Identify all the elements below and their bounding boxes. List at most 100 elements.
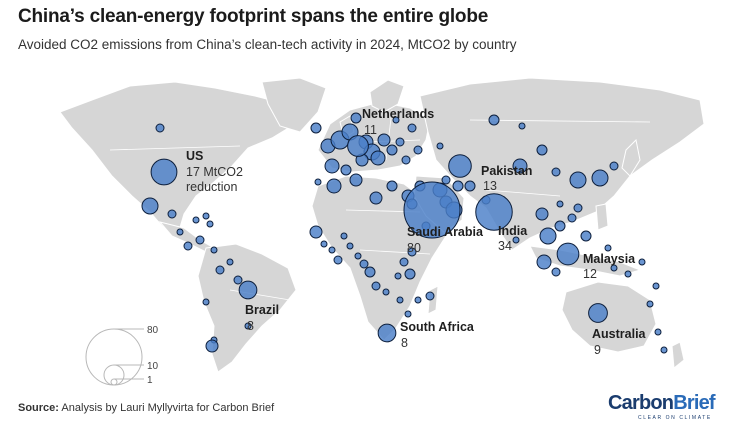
bubble-country-2 — [310, 122, 322, 134]
legend-label-1: 1 — [147, 375, 153, 386]
label-australia-name: Australia — [592, 327, 647, 341]
bubble-country-44 — [233, 275, 243, 285]
bubble-india — [475, 193, 513, 231]
bubble-malaysia — [556, 242, 580, 266]
bubble-country-38 — [206, 220, 214, 228]
label-netherlands-name: Netherlands — [362, 107, 434, 121]
logo-word-brief: Brief — [673, 392, 715, 414]
land-japan — [621, 138, 641, 177]
source-note: Source: Analysis by Lauri Myllyvirta for… — [18, 402, 274, 414]
bubble-country-89 — [654, 328, 662, 336]
bubble-country-48 — [244, 322, 252, 330]
bubble-country-60 — [394, 272, 402, 280]
bubble-country-50 — [320, 240, 328, 248]
bubble-country-88 — [652, 282, 660, 290]
bubble-country-41 — [183, 241, 193, 251]
bubble-pakistan — [448, 154, 472, 178]
bubble-country-34 — [167, 209, 177, 219]
source-label: Source: — [18, 402, 59, 414]
bubble-netherlands — [347, 135, 369, 157]
label-australia-value: 9 — [594, 343, 601, 357]
bubble-country-47 — [205, 339, 219, 353]
bubble-country-77 — [567, 213, 577, 223]
bubble-country-42 — [226, 258, 234, 266]
bubble-country-53 — [340, 232, 348, 240]
label-brazil-value: 8 — [247, 319, 254, 333]
legend-circle-80 — [85, 328, 143, 386]
bubble-country-33 — [141, 197, 159, 215]
bubble-country-43 — [215, 265, 225, 275]
bubble-country-95 — [556, 200, 564, 208]
bubble-country-9 — [386, 144, 398, 156]
bubble-country-92 — [464, 180, 476, 192]
bubble-country-1 — [155, 123, 165, 133]
bubble-country-68 — [512, 158, 528, 174]
land-new-zealand — [671, 341, 685, 369]
bubble-country-87 — [646, 300, 654, 308]
bubble-us — [150, 158, 178, 186]
bubble-country-52 — [333, 255, 343, 265]
bubble-country-36 — [192, 216, 200, 224]
legend-circle-1 — [110, 378, 118, 386]
bubble-country-97 — [512, 236, 520, 244]
bubble-country-61 — [399, 257, 409, 267]
bubble-country-62 — [407, 247, 417, 257]
bubble-country-76 — [554, 220, 566, 232]
bubble-country-94 — [441, 175, 451, 185]
bubble-country-25 — [386, 180, 398, 192]
label-brazil-name: Brazil — [245, 303, 279, 317]
bubble-country-83 — [624, 270, 632, 278]
bubble-country-78 — [580, 230, 592, 242]
bubble-country-20 — [340, 164, 352, 176]
label-india-value: 34 — [498, 239, 512, 253]
bubble-country-56 — [359, 259, 369, 269]
label-saudi-arabia-name: Saudi Arabia — [407, 225, 484, 239]
bubble-country-81 — [604, 244, 612, 252]
bubble-country-96 — [573, 203, 583, 213]
label-south-africa-value: 8 — [401, 336, 408, 350]
bubble-country-86 — [518, 122, 526, 130]
bubble-country-16 — [413, 145, 423, 155]
land-australia — [561, 281, 657, 353]
carbon-brief-logo: CarbonBrief CLEAR ON CLIMATE — [608, 392, 728, 422]
bubble-country-58 — [371, 281, 381, 291]
land-north-america — [59, 81, 296, 235]
legend-label-80: 80 — [147, 325, 159, 336]
bubble-brazil — [238, 280, 258, 300]
bubble-country-24 — [369, 191, 383, 205]
label-saudi-arabia-value: 80 — [407, 241, 421, 255]
bubble-country-51 — [328, 246, 336, 254]
bubble-country-84 — [638, 258, 646, 266]
bubble-country-64 — [414, 296, 422, 304]
size-legend: 80 10 1 — [85, 325, 159, 386]
land-greenland — [261, 77, 327, 133]
label-us-value: 17 MtCO2 — [186, 165, 243, 179]
bubble-country-39 — [195, 235, 205, 245]
bubble-country-18 — [436, 142, 444, 150]
land-scandinavia — [369, 79, 405, 113]
label-layer: US 17 MtCO2 reduction Netherlands 11 Pak… — [186, 107, 647, 357]
bubble-country-8 — [377, 133, 391, 147]
bubble-country-65 — [425, 291, 435, 301]
bubble-country-12 — [395, 137, 405, 147]
bubble-country-72 — [591, 169, 609, 187]
bubble-country-35 — [176, 228, 184, 236]
label-south-africa-name: South Africa — [400, 320, 475, 334]
bubble-country-59 — [382, 288, 390, 296]
bubble-country-37 — [202, 212, 210, 220]
bubble-country-45 — [202, 298, 210, 306]
bubble-australia — [588, 303, 608, 323]
label-netherlands-value: 11 — [364, 123, 377, 137]
bubble-country-57 — [364, 266, 376, 278]
bubble-country-54 — [346, 242, 354, 250]
bubble-country-85 — [488, 114, 500, 126]
label-malaysia-value: 12 — [583, 267, 597, 281]
bubble-country-82 — [610, 264, 618, 272]
bubble-country-22 — [326, 178, 342, 194]
bubble-country-66 — [404, 310, 412, 318]
chart-subtitle: Avoided CO2 emissions from China’s clean… — [18, 37, 517, 52]
bubble-country-70 — [551, 167, 561, 177]
bubble-country-55 — [354, 252, 362, 260]
